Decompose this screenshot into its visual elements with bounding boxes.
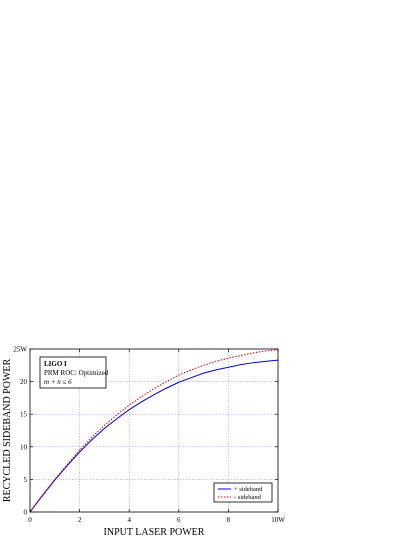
annotation-box: LIGO I PRM ROC: Optimized m + n ≤ 6 [39,356,109,389]
legend-label-minus-sideband: - sideband [234,494,262,501]
x-axis-title: INPUT LASER POWER [104,527,205,537]
x-tick-label: 10W [271,516,285,524]
series-layer [29,349,279,513]
grid [30,349,278,512]
annotation-frame [39,356,107,389]
annotation-prm-roc: PRM ROC: Optimized [44,369,109,377]
x-tick-label: 2 [78,516,82,524]
x-tick-label: 0 [28,516,32,524]
x-tick-label: 8 [227,516,231,524]
y-axis-title: RECYCLED SIDEBAND POWER [2,359,13,503]
y-tick-label: 10 [20,443,28,451]
y-tick-label: 25W [13,346,27,354]
y-tick-label: 15 [20,411,28,419]
y-tick-label: 20 [20,378,28,386]
annotation-title: LIGO I [44,360,67,368]
x-tick-label: 6 [177,516,181,524]
ticks: 0 2 4 6 8 10W 0 5 10 15 20 25W [13,346,285,525]
x-tick-label: 4 [127,516,131,524]
plot-frame [29,348,279,513]
legend: + sideband - sideband [213,482,273,503]
y-tick-label: 0 [24,509,28,517]
series-line-minus-sideband [29,349,279,513]
legend-label-plus-sideband: + sideband [234,486,263,493]
annotation-mode-order: m + n ≤ 6 [44,378,72,386]
y-tick-label: 5 [24,476,28,484]
series-line-plus-sideband [29,359,279,513]
